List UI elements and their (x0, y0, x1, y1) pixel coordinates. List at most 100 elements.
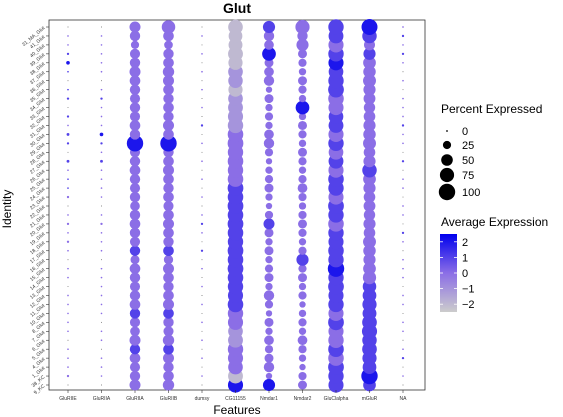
color-legend-label: 2 (462, 237, 468, 249)
dot-GluRIIA-21_Glut (129, 209, 141, 221)
dot-Nmdar1-41_Glut (263, 30, 275, 42)
dot-Nmdar1-19_Glut (264, 228, 274, 238)
dot-GluRIIA-21_Glut (100, 214, 103, 216)
dot-Nmdar1-23_Glut (265, 193, 273, 201)
dot-Nmdar2-9_KC (298, 380, 307, 390)
dot-Nmdar1-12_Glut (263, 290, 275, 301)
dot-GluRIIA-36_Glut (129, 75, 141, 87)
dot-dumsy-23_Glut (201, 196, 203, 198)
dot-NA-18_Glut (402, 240, 404, 243)
dot-Nmdar1-5_Glut (264, 345, 274, 354)
dot-GluRIIA-40_Glut (130, 40, 140, 50)
x-axis-label: Features (213, 403, 260, 417)
dot-Nmdar2-19_Glut (298, 228, 307, 237)
chart-title: Glut (223, 0, 251, 16)
dot-NA-25_Glut (402, 178, 404, 180)
dot-Nmdar2-15_Glut (298, 264, 307, 273)
dot-mGluR-30_Glut (363, 128, 376, 141)
dot-GluRIIA-31_MA_Glut (101, 26, 102, 28)
dot-NA-24_Glut (402, 187, 404, 189)
dot-GluRIIB-27_Glut (163, 155, 174, 167)
dot-Nmdar2-10_Glut (298, 309, 307, 318)
dot-dumsy-20_Glut (200, 222, 204, 226)
dot-mGluR-26_Glut (362, 162, 377, 178)
dot-GluRIIE-9_KC (67, 384, 69, 386)
dot-GluRIIE-6_Glut (67, 339, 69, 341)
dot-GluRIIA-20_Glut (129, 218, 141, 230)
x-tick-label: GluRIIA (93, 396, 111, 402)
dot-dumsy-14_Glut (201, 277, 203, 279)
dot-GluRIIA-6_Glut (129, 334, 141, 346)
dot-GluRIIA-35_Glut (129, 84, 141, 95)
size-legend-label: 50 (462, 155, 474, 167)
dot-GluRIIE-29_Glut (66, 142, 70, 145)
dot-Nmdar1-24_Glut (264, 183, 274, 193)
dot-NA-39_Glut (401, 52, 405, 56)
dot-GluRIIA-11_Glut (129, 299, 141, 310)
dot-Nmdar2-8_Glut (298, 318, 307, 327)
dot-GluRIIA-29_Glut (100, 142, 103, 145)
size-legend-label: 25 (462, 140, 474, 152)
dot-mGluR-16_Glut (363, 253, 376, 266)
dot-NA-10_Glut (402, 312, 404, 314)
dot-GluRIIE-24_Glut (67, 187, 69, 189)
size-legend-label: 75 (462, 170, 474, 182)
dot-dumsy-31_Glut (200, 124, 204, 127)
dot-NA-31_Glut (401, 124, 405, 127)
dot-GluRIIE-17_Glut (67, 249, 69, 252)
dot-GluRIIB-13_Glut (163, 281, 174, 292)
dot-NA-38_Glut (402, 61, 404, 64)
x-tick-label: GluRIIA (126, 396, 144, 402)
dot-GluRIIE-23_Glut (66, 195, 70, 199)
dot-Nmdar1-22_Glut (265, 202, 273, 210)
dot-GluRIIA-14_Glut (100, 276, 103, 279)
dot-GluRIIB-31_MA_Glut (161, 20, 176, 34)
dot-GluRIIA-31_Glut (100, 124, 103, 127)
dot-Nmdar1-29_Glut (263, 138, 275, 149)
dot-Nmdar2-31_Glut (298, 120, 307, 130)
dot-GluRIIA-23_Glut (129, 191, 141, 203)
dot-mGluR-22_Glut (363, 200, 376, 212)
dot-dumsy-4_Glut (201, 357, 203, 359)
dot-GluRIIA-17_Glut (100, 249, 103, 252)
dot-mGluR-28_Glut (363, 146, 376, 159)
dot-GluRIIE-8_Glut (67, 321, 69, 324)
dot-GluRIIB-19_Glut (163, 227, 174, 239)
dot-GluRIIE-1_Glut (67, 366, 69, 368)
dot-Nmdar2-24_Glut (297, 183, 308, 193)
x-tick-label: GluClalpha (324, 396, 349, 402)
dot-GluRIIB-32_Glut (163, 111, 174, 122)
dot-mGluR-31_Glut (363, 119, 376, 132)
dot-GluRIIE-33_Glut (67, 107, 69, 109)
dot-dumsy-40_Glut (201, 44, 203, 46)
dot-NA-17_Glut (402, 250, 404, 252)
dot-GluRIIE-16_Glut (67, 259, 69, 261)
dot-mGluR-35_Glut (363, 83, 376, 96)
dot-NA-8_Glut (402, 321, 404, 324)
dot-GluRIIE-11_Glut (67, 303, 69, 306)
dot-GluRIIA-1_Glut (129, 362, 141, 373)
dot-GluRIIA-35_Glut (100, 88, 103, 91)
dot-dumsy-37_Glut (201, 70, 203, 73)
dot-dumsy-35_Glut (201, 88, 203, 91)
dot-GluRIIB-14_Glut (163, 272, 174, 283)
dot-GluRIIA-32_Glut (100, 115, 103, 118)
dot-Nmdar2-30_Glut (298, 130, 307, 139)
dot-GluRIIE-27_Glut (66, 159, 70, 163)
dot-GluRIIA-40_Glut (100, 44, 103, 46)
dot-GluRIIE-25_Glut (67, 178, 69, 180)
dot-GluRIIB-40_Glut (164, 40, 173, 50)
size-legend-dot (446, 130, 448, 132)
dot-mGluR-17_Glut (363, 244, 376, 257)
color-legend-label: 1 (462, 252, 468, 264)
dot-dumsy-41_Glut (201, 35, 203, 37)
dot-GluRIIE-38_KC (66, 374, 70, 378)
dot-Nmdar1-7_Glut (265, 327, 273, 335)
dot-Nmdar1-35_Glut (265, 86, 273, 93)
dot-GluRIIA-24_Glut (129, 183, 141, 194)
dot-dumsy-38_KC (201, 375, 203, 377)
color-legend: Average Expression 2 1 0 −1 −2 (440, 215, 548, 312)
dot-dumsy-28_Glut (201, 151, 203, 153)
dot-Nmdar1-38_Glut (264, 58, 274, 68)
dot-GluRIIA-15_Glut (129, 263, 141, 274)
